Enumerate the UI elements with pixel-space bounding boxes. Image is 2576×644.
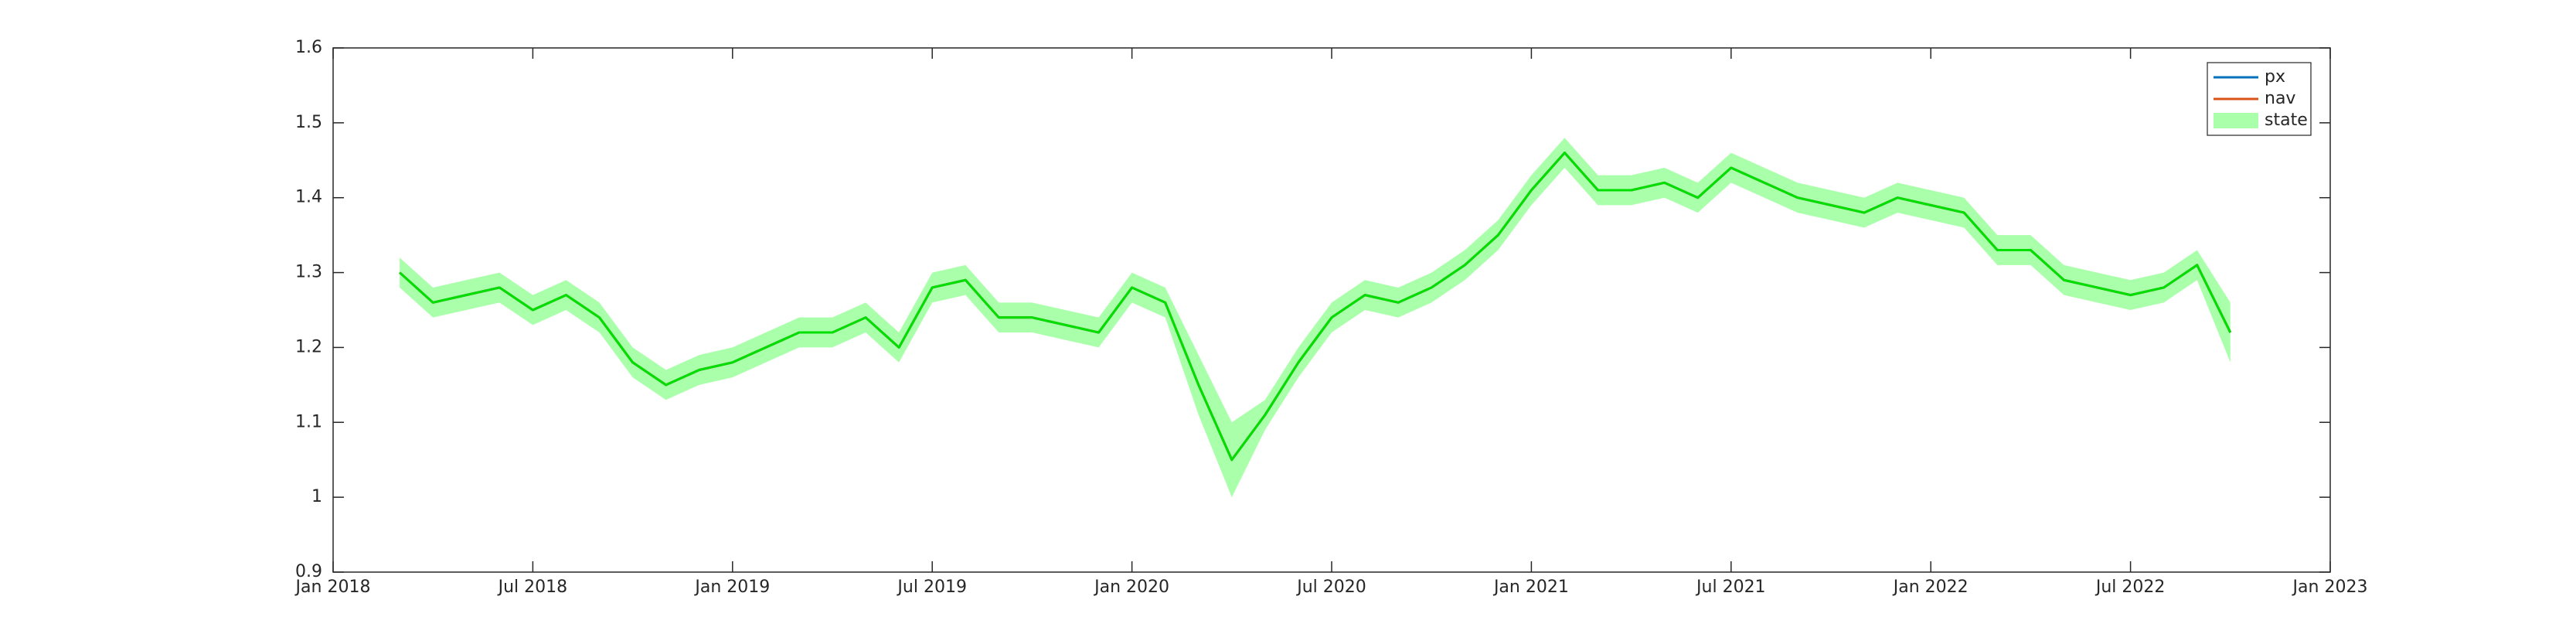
x-tick-label: Jan 2021 xyxy=(1492,578,1569,597)
x-tick-label: Jul 2020 xyxy=(1295,578,1366,597)
legend: px nav state xyxy=(2207,62,2312,136)
x-tick-label: Jan 2019 xyxy=(693,578,770,597)
x-tick-label: Jul 2022 xyxy=(2094,578,2166,597)
y-tick-label: 1.4 xyxy=(295,188,322,207)
legend-swatch xyxy=(2214,113,2258,128)
x-tick-label: Jul 2018 xyxy=(497,578,568,597)
legend-label: state xyxy=(2265,111,2308,130)
x-tick-label: Jan 2022 xyxy=(1892,578,1969,597)
x-tick-label: Jan 2020 xyxy=(1093,578,1169,597)
y-tick-label: 1.1 xyxy=(295,412,322,431)
legend-label: px xyxy=(2265,67,2285,87)
y-tick-label: 1.2 xyxy=(295,337,322,356)
x-tick-label: Jul 2021 xyxy=(1695,578,1766,597)
x-tick-label: Jan 2023 xyxy=(2292,578,2368,597)
x-tick-label: Jul 2019 xyxy=(896,578,967,597)
series-line xyxy=(399,152,2232,462)
y-tick-label: 1.5 xyxy=(295,113,322,132)
legend-label: nav xyxy=(2265,89,2295,108)
y-tick-label: 1 xyxy=(311,487,322,506)
x-tick-label: Jan 2018 xyxy=(294,578,371,597)
y-tick-label: 1.6 xyxy=(295,38,322,57)
y-tick-label: 1.3 xyxy=(295,263,322,282)
y-tick-label: 0.9 xyxy=(295,562,322,581)
